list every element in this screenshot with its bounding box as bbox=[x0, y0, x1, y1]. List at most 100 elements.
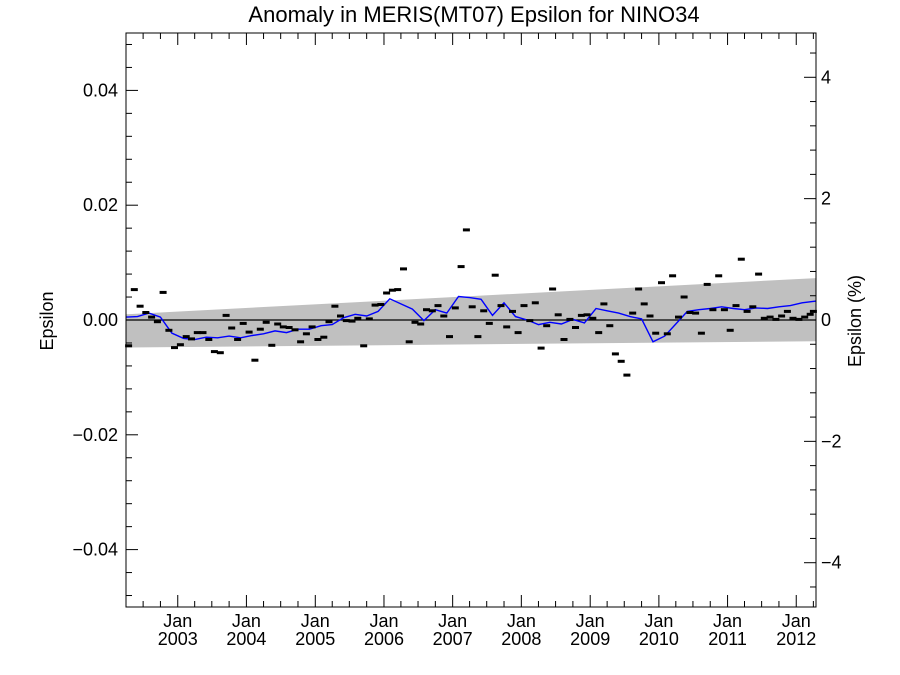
x-tick-label-month: Jan bbox=[713, 611, 742, 631]
data-marker bbox=[394, 288, 402, 292]
data-marker bbox=[222, 313, 230, 317]
data-marker bbox=[543, 324, 551, 328]
axis-ticks bbox=[126, 33, 816, 607]
data-marker bbox=[560, 338, 568, 341]
data-marker bbox=[308, 325, 316, 329]
x-tick-label-month: Jan bbox=[507, 611, 536, 631]
data-marker bbox=[703, 282, 711, 286]
data-marker bbox=[623, 373, 631, 377]
data-marker bbox=[256, 327, 264, 331]
data-marker bbox=[503, 325, 511, 329]
data-marker bbox=[153, 320, 161, 324]
data-marker bbox=[726, 328, 734, 332]
x-tick-label-year: 2009 bbox=[570, 629, 610, 649]
y-axis-label-left: Epsilon bbox=[37, 291, 57, 350]
data-marker bbox=[583, 313, 591, 317]
y-axis-label-right: Epsilon (%) bbox=[845, 275, 865, 367]
data-marker bbox=[749, 305, 757, 309]
data-marker bbox=[462, 228, 470, 232]
data-marker bbox=[279, 325, 287, 329]
data-marker bbox=[188, 337, 195, 341]
data-marker bbox=[801, 315, 809, 319]
data-marker bbox=[388, 288, 396, 292]
data-marker bbox=[314, 338, 322, 341]
anomaly-line bbox=[125, 295, 817, 343]
x-tick-label-year: 2012 bbox=[776, 629, 816, 649]
data-marker bbox=[136, 304, 144, 308]
x-tick-label-month: Jan bbox=[644, 611, 673, 631]
data-marker bbox=[400, 267, 407, 271]
data-marker bbox=[193, 331, 201, 335]
data-marker bbox=[405, 340, 413, 344]
data-marker bbox=[331, 304, 339, 308]
x-tick-label-month: Jan bbox=[301, 611, 330, 631]
x-tick-label-month: Jan bbox=[163, 611, 192, 631]
data-marker bbox=[778, 314, 786, 318]
data-marker bbox=[142, 311, 150, 314]
data-marker bbox=[377, 303, 385, 306]
data-marker bbox=[606, 324, 614, 328]
x-tick-label-month: Jan bbox=[576, 611, 605, 631]
data-marker bbox=[182, 335, 190, 339]
data-marker bbox=[554, 313, 562, 317]
data-marker bbox=[165, 328, 173, 332]
x-tick-label-year: 2011 bbox=[708, 629, 747, 649]
data-marker bbox=[760, 316, 768, 320]
data-marker bbox=[428, 309, 436, 313]
data-marker bbox=[537, 346, 545, 350]
data-marker bbox=[509, 309, 516, 313]
data-marker bbox=[274, 322, 282, 326]
y-tick-label-left: 0.02 bbox=[83, 195, 118, 215]
y-tick-label-right: −2 bbox=[821, 431, 842, 451]
data-marker bbox=[600, 302, 608, 306]
data-marker bbox=[205, 338, 213, 341]
data-marker bbox=[635, 287, 643, 291]
data-marker bbox=[669, 274, 677, 278]
data-marker bbox=[686, 311, 694, 314]
data-marker bbox=[383, 291, 391, 295]
data-marker bbox=[423, 308, 430, 312]
x-tick-labels: Jan2003Jan2004Jan2005Jan2006Jan2007Jan20… bbox=[158, 611, 817, 649]
data-marker bbox=[497, 304, 505, 308]
data-marker bbox=[210, 350, 218, 354]
data-marker bbox=[663, 332, 671, 336]
data-marker bbox=[234, 338, 242, 341]
data-marker bbox=[446, 335, 453, 339]
data-marker bbox=[199, 331, 207, 335]
data-marker bbox=[646, 314, 654, 318]
data-marker bbox=[715, 274, 723, 278]
data-marker bbox=[125, 344, 133, 348]
data-marker bbox=[337, 314, 344, 318]
x-tick-label-year: 2010 bbox=[639, 629, 679, 649]
data-marker bbox=[755, 272, 763, 276]
data-marker bbox=[526, 319, 534, 323]
data-marker bbox=[675, 315, 682, 319]
data-marker bbox=[171, 346, 178, 350]
confidence-band bbox=[126, 278, 816, 348]
data-marker bbox=[468, 305, 476, 309]
y-tick-label-left: −0.02 bbox=[72, 425, 118, 445]
data-marker bbox=[480, 309, 488, 313]
data-marker bbox=[348, 319, 356, 323]
x-tick-label-year: 2005 bbox=[295, 629, 335, 649]
x-tick-label-year: 2007 bbox=[433, 629, 473, 649]
x-tick-label-month: Jan bbox=[232, 611, 261, 631]
data-marker bbox=[354, 316, 362, 320]
y-tick-label-left: −0.04 bbox=[72, 540, 118, 560]
data-marker bbox=[809, 309, 817, 313]
data-marker bbox=[251, 358, 259, 362]
data-marker bbox=[589, 316, 597, 320]
data-marker bbox=[789, 316, 797, 320]
data-marker bbox=[148, 315, 156, 319]
y-tick-labels-left: 0.04 0.02 0.00 −0.02 −0.04 bbox=[72, 80, 118, 559]
anomaly-line-layer bbox=[125, 295, 817, 343]
data-marker bbox=[417, 322, 425, 326]
data-marker bbox=[411, 320, 419, 324]
y-tick-label-right: 4 bbox=[821, 67, 831, 87]
x-tick-label-month: Jan bbox=[369, 611, 398, 631]
data-marker bbox=[766, 315, 774, 319]
data-marker bbox=[491, 273, 499, 277]
data-marker bbox=[130, 288, 138, 292]
x-tick-label-year: 2008 bbox=[501, 629, 541, 649]
